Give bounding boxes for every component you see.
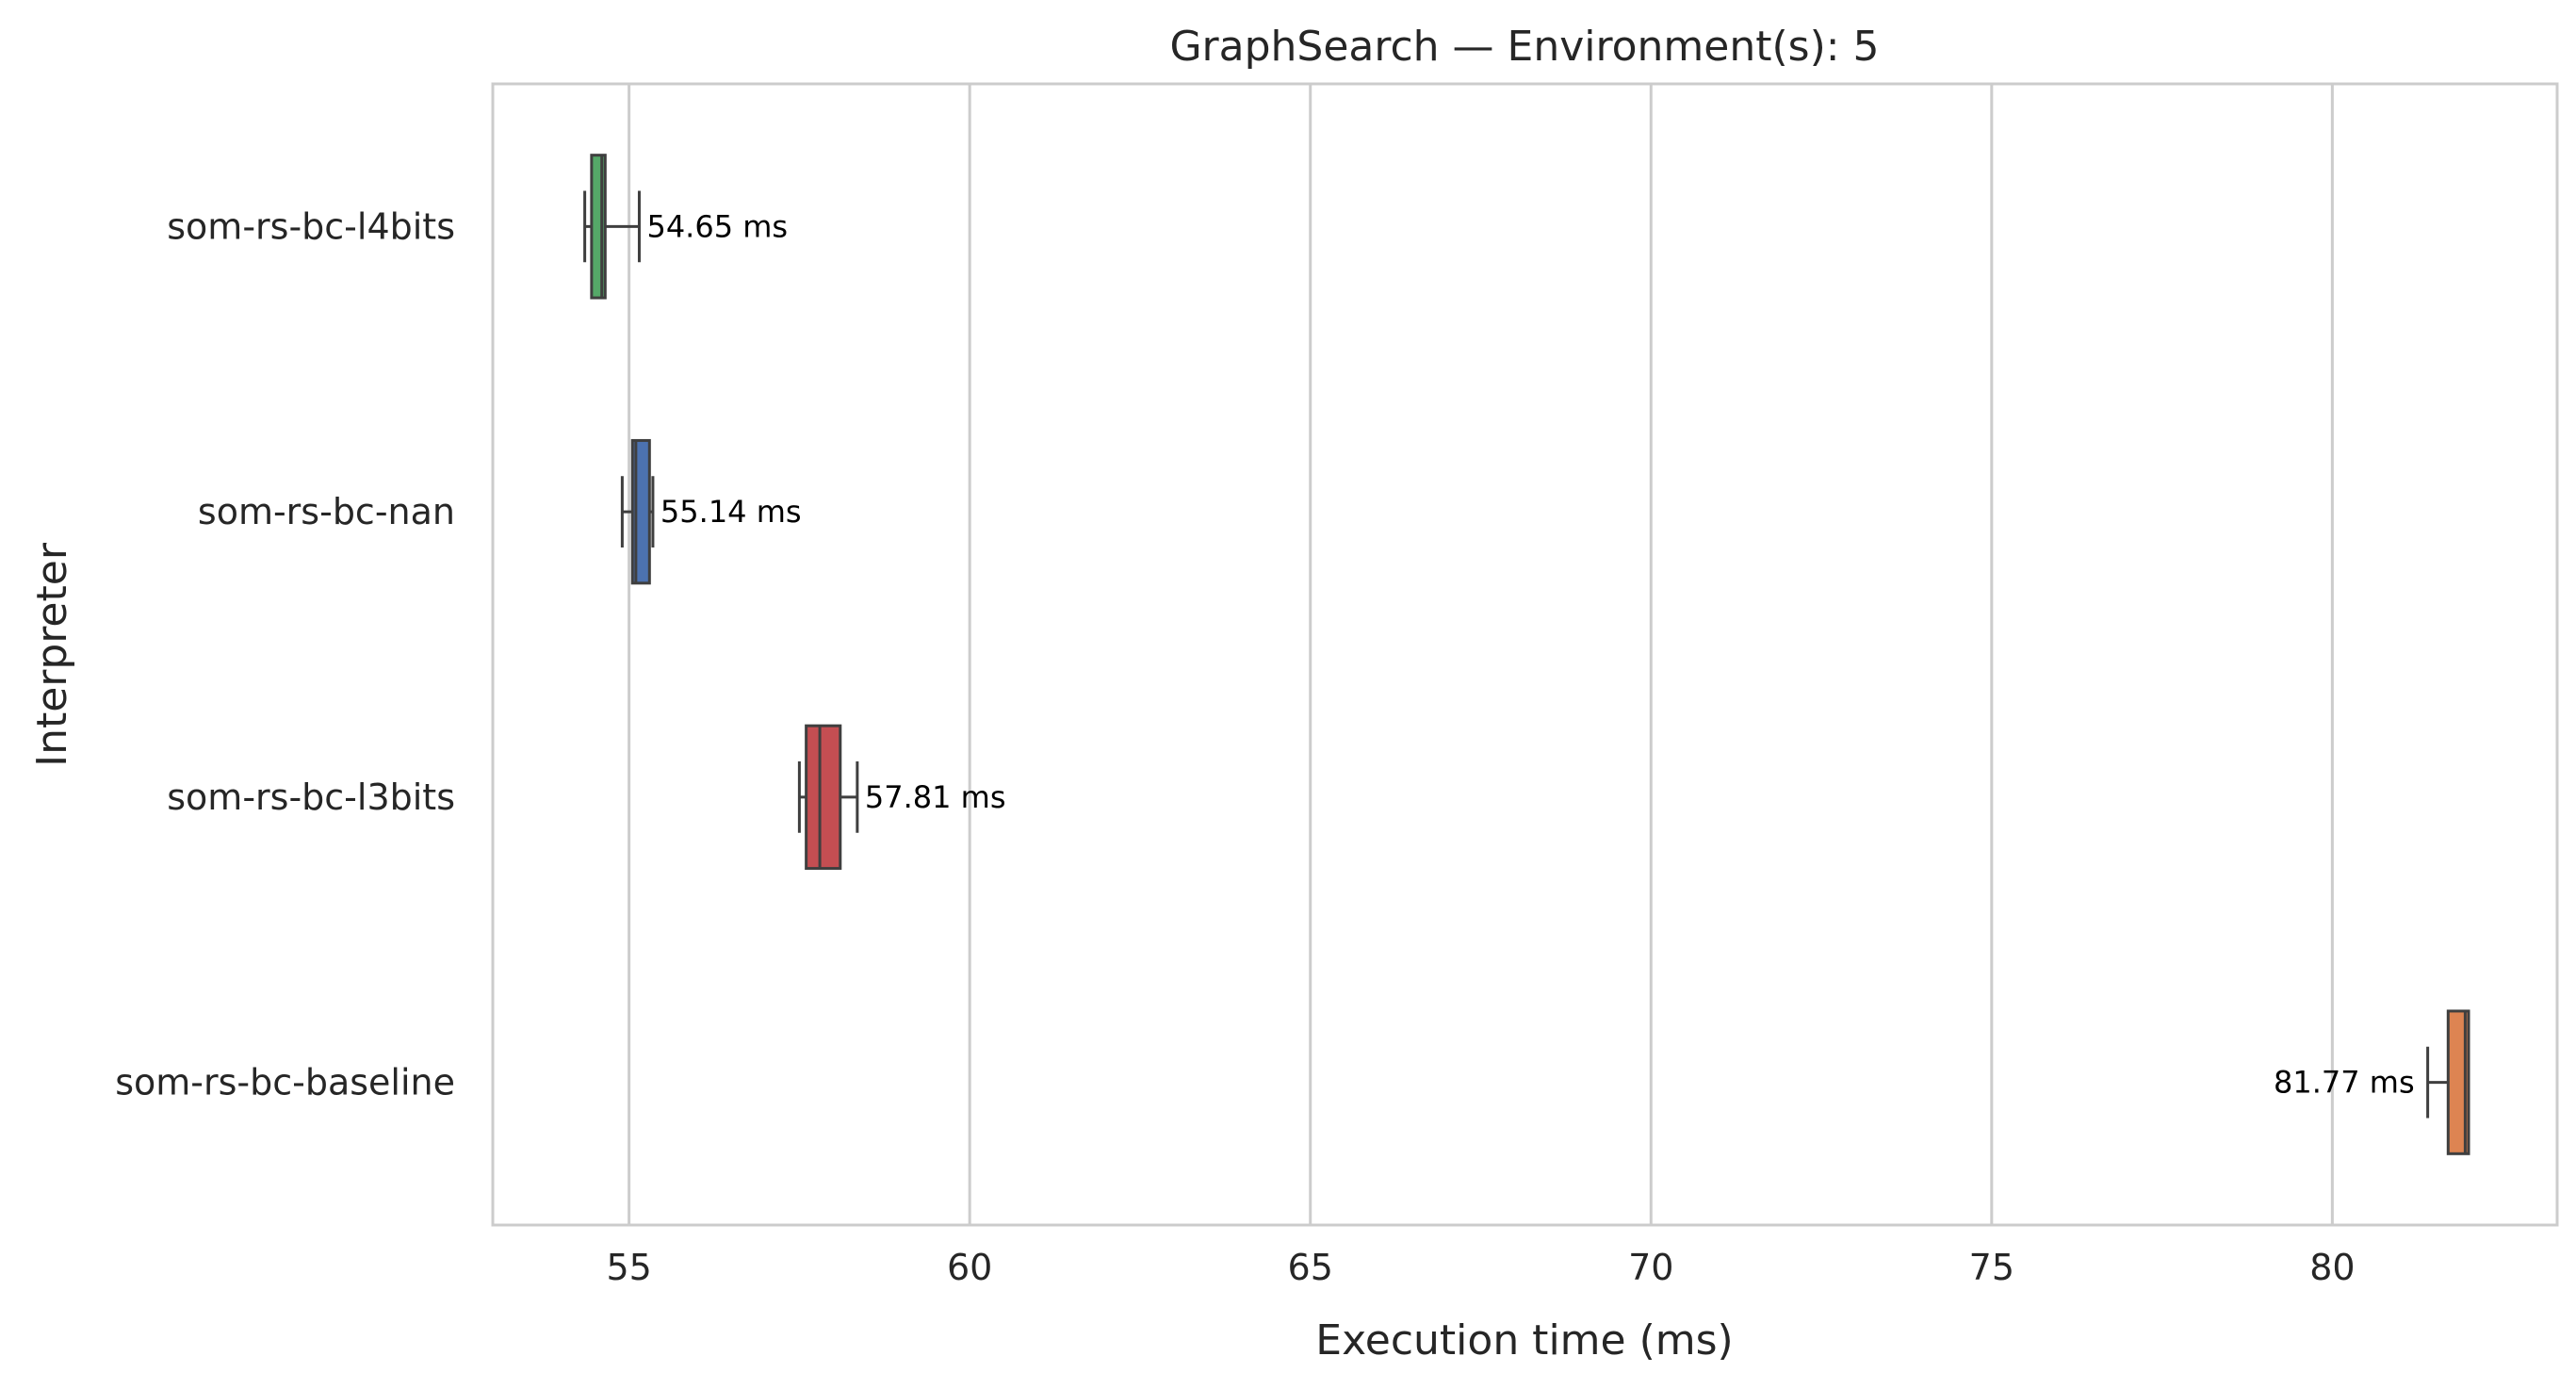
plot-frame bbox=[491, 82, 2559, 1227]
x-tick-label: 55 bbox=[606, 1247, 651, 1288]
data-labels: 54.65 ms 55.14 ms 57.81 ms 81.77 ms bbox=[646, 208, 2414, 1100]
box-som-rs-bc-nan bbox=[620, 438, 655, 585]
iqr-box bbox=[805, 724, 842, 871]
y-tick-label: som-rs-bc-l3bits bbox=[167, 776, 455, 818]
chart-title: GraphSearch — Environment(s): 5 bbox=[1169, 23, 1879, 71]
x-tick-label: 65 bbox=[1288, 1247, 1333, 1288]
x-tick-label: 80 bbox=[2309, 1247, 2355, 1288]
y-tick-label: som-rs-bc-l4bits bbox=[167, 205, 455, 247]
x-axis-title: Execution time (ms) bbox=[1315, 1316, 1733, 1364]
y-tick-labels: som-rs-bc-l4bits som-rs-bc-nan som-rs-bc-l… bbox=[115, 205, 455, 1103]
data-label: 81.77 ms bbox=[2274, 1065, 2415, 1101]
x-tick-label: 60 bbox=[947, 1247, 992, 1288]
box-som-rs-bc-l3bits bbox=[797, 724, 859, 871]
y-tick-label: som-rs-bc-baseline bbox=[115, 1062, 455, 1103]
box-som-rs-bc-l4bits bbox=[583, 154, 641, 300]
y-axis-title: Interpreter bbox=[28, 542, 76, 767]
iqr-box bbox=[2446, 1009, 2470, 1155]
data-label: 57.81 ms bbox=[865, 779, 1006, 815]
y-tick-label: som-rs-bc-nan bbox=[198, 491, 455, 532]
data-label: 54.65 ms bbox=[646, 208, 788, 244]
data-label: 55.14 ms bbox=[660, 494, 802, 530]
x-tick-labels: 55 60 65 70 75 80 bbox=[606, 1247, 2355, 1288]
box-som-rs-bc-baseline bbox=[2426, 1009, 2470, 1155]
grid-layer bbox=[628, 84, 2334, 1225]
box-layer bbox=[583, 154, 2470, 1155]
x-tick-label: 70 bbox=[1628, 1247, 1673, 1288]
x-tick-label: 75 bbox=[1969, 1247, 2014, 1288]
